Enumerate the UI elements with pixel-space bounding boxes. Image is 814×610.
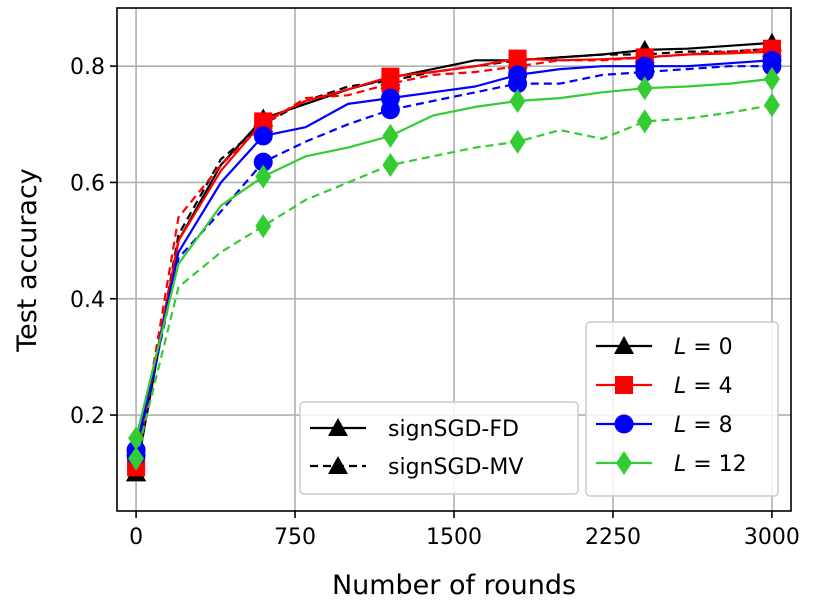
legend-marker <box>614 414 634 434</box>
axis-ticks: 0 750 1500 2250 3000 0.2 0.4 0.6 0.8 <box>70 55 800 550</box>
series-line <box>135 104 773 459</box>
legend-l-values: L = 0 L = 4 L = 8 L = 12 <box>585 321 779 497</box>
x-tick-label: 1500 <box>426 525 482 550</box>
legend-label: L = 8 <box>674 413 733 438</box>
legend-l-box <box>585 321 779 497</box>
legend-marker <box>615 376 633 394</box>
data-point-circle <box>253 152 273 172</box>
x-tick-label: 3000 <box>744 525 800 550</box>
x-tick-label: 0 <box>129 525 143 550</box>
series-line <box>135 59 772 451</box>
data-point-diamond <box>509 129 526 154</box>
y-tick-label: 0.4 <box>70 288 105 313</box>
data-point-square <box>381 74 400 93</box>
x-axis-label: Number of rounds <box>332 570 576 601</box>
data-point-diamond <box>509 89 526 114</box>
data-point-diamond <box>255 164 272 189</box>
legend-marker <box>328 418 348 436</box>
data-point-circle <box>635 62 655 82</box>
legend-label: L = 0 <box>674 335 733 360</box>
data-point-diamond <box>763 66 780 91</box>
legend-marker <box>616 451 632 475</box>
legend-label: signSGD-FD <box>388 417 519 442</box>
data-point-diamond <box>636 109 653 134</box>
legend-method-box <box>299 401 579 495</box>
series-line <box>135 47 772 468</box>
data-point-circle <box>762 56 782 76</box>
legend-marker <box>614 336 634 354</box>
data-point-diamond <box>636 76 653 101</box>
data-point-diamond <box>255 214 272 239</box>
series-l12-dashed <box>128 93 780 471</box>
legend-label: L = 4 <box>674 374 733 399</box>
legend-marker <box>328 456 348 474</box>
series-l12-solid <box>128 66 780 451</box>
series-line <box>135 47 772 474</box>
y-tick-label: 0.2 <box>70 404 105 429</box>
series-l8-dashed <box>126 56 782 466</box>
legend-method: signSGD-FD signSGD-MV <box>299 401 579 495</box>
data-point-diamond <box>382 153 399 178</box>
data-point-circle <box>508 74 528 94</box>
y-tick-label: 0.6 <box>70 171 105 196</box>
legend-label: L = 12 <box>674 452 747 477</box>
y-axis-label: Test accuracy <box>12 168 43 353</box>
x-tick-label: 750 <box>274 525 316 550</box>
series-layer <box>126 32 782 482</box>
data-point-diamond <box>763 93 780 118</box>
series-line <box>135 77 773 439</box>
data-point-diamond <box>382 123 399 148</box>
x-tick-label: 2250 <box>585 525 641 550</box>
y-tick-label: 0.8 <box>70 55 105 80</box>
data-point-circle <box>253 126 273 146</box>
legend-label: signSGD-MV <box>388 455 523 480</box>
data-point-diamond <box>128 446 145 471</box>
data-point-circle <box>380 100 400 120</box>
series-line <box>135 65 772 457</box>
